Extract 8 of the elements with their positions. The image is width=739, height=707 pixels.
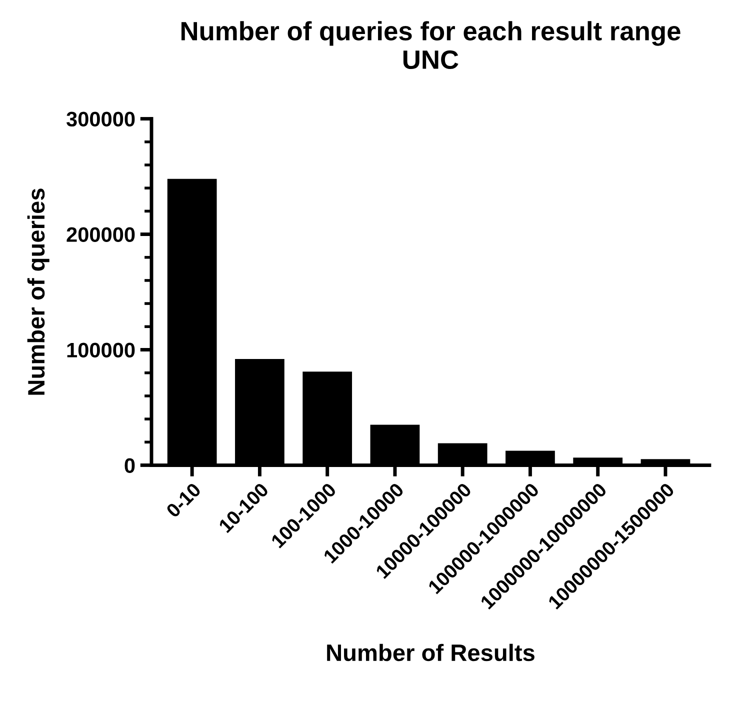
y-tick-label: 300000: [66, 112, 135, 127]
chart-title: Number of queries for each result range UNC: [181, 21, 680, 70]
x-axis-title: Number of Results: [327, 644, 534, 662]
x-tick-label: 0-10: [165, 482, 202, 518]
y-tick-label: 100000: [67, 342, 135, 358]
y-tick-label: 0: [124, 458, 135, 473]
y-axis-title: Number of queries: [27, 188, 50, 395]
y-tick-label: 200000: [66, 227, 135, 242]
